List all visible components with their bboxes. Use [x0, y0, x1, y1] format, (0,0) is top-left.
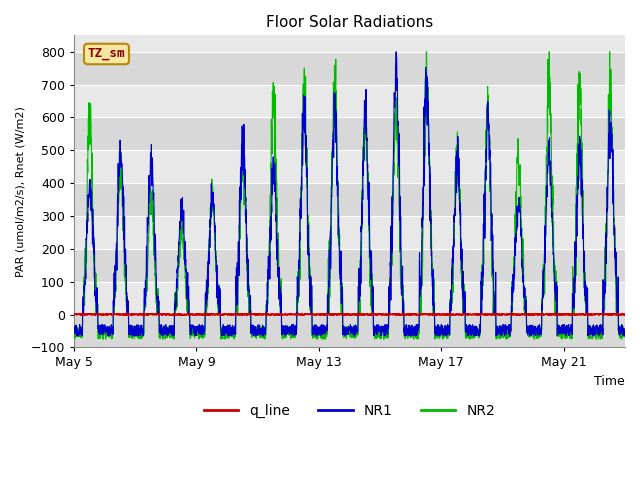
Legend: q_line, NR1, NR2: q_line, NR1, NR2: [198, 398, 501, 423]
NR1: [70, 325, 78, 331]
Line: NR2: NR2: [74, 52, 625, 339]
Y-axis label: PAR (umol/m2/s), Rnet (W/m2): PAR (umol/m2/s), Rnet (W/m2): [15, 106, 25, 277]
q_line: [270, 312, 278, 317]
Title: Floor Solar Radiations: Floor Solar Radiations: [266, 15, 433, 30]
q_line: [367, 311, 375, 317]
X-axis label: Time: Time: [595, 375, 625, 388]
NR2: [550, 258, 558, 264]
NR1: [621, 325, 629, 331]
NR2: [157, 330, 164, 336]
q_line: [192, 312, 200, 318]
q_line: [507, 311, 515, 316]
Bar: [74, 52, 625, 84]
NR1: [124, 296, 131, 301]
NR1: [157, 329, 164, 335]
NR2: [621, 332, 629, 338]
NR2: [270, 84, 278, 89]
NR1: [270, 159, 278, 165]
Bar: [74, 216, 625, 249]
Bar: [74, 183, 625, 216]
NR1: [367, 276, 374, 282]
q_line: [157, 312, 164, 317]
NR2: [193, 327, 200, 333]
Bar: [74, 150, 625, 183]
NR2: [367, 303, 375, 309]
q_line: [205, 312, 213, 318]
NR2: [422, 49, 430, 55]
NR2: [70, 328, 78, 334]
Bar: [74, 118, 625, 150]
Line: NR1: NR1: [74, 52, 625, 336]
q_line: [124, 312, 131, 317]
Bar: [74, 84, 625, 118]
NR1: [621, 333, 628, 339]
Bar: [74, 282, 625, 314]
Bar: [74, 249, 625, 282]
q_line: [550, 311, 558, 317]
NR2: [159, 336, 166, 342]
q_line: [70, 311, 78, 317]
q_line: [621, 312, 629, 317]
NR1: [192, 331, 200, 336]
Text: TZ_sm: TZ_sm: [88, 48, 125, 60]
Bar: [74, 314, 625, 348]
NR2: [124, 294, 131, 300]
NR1: [550, 268, 558, 274]
NR1: [392, 49, 400, 55]
Line: q_line: q_line: [74, 313, 625, 315]
